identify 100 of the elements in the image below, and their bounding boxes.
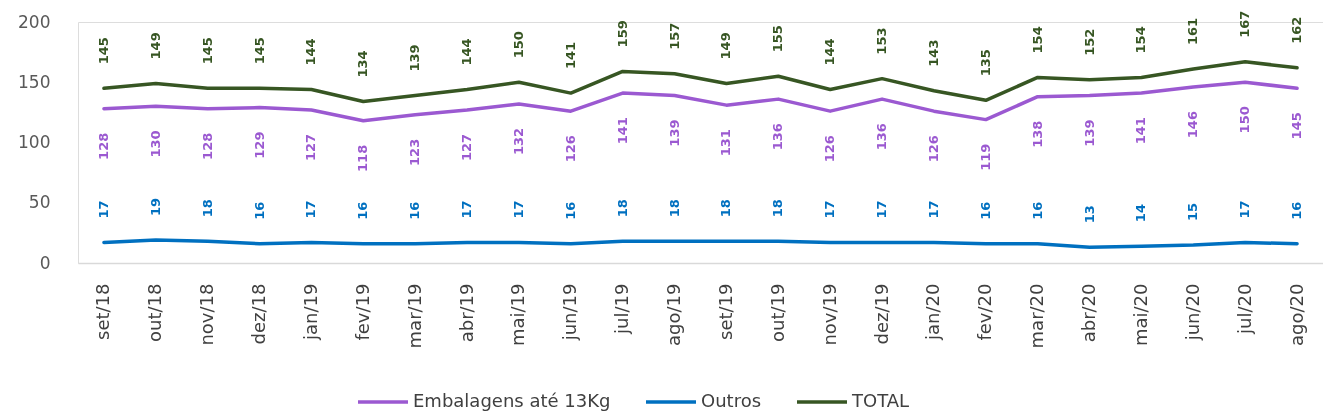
data-label: 153 — [874, 27, 890, 55]
x-tick-label: mai/19 — [507, 283, 529, 347]
y-tick-label: 150 — [18, 71, 51, 92]
data-label: 17 — [459, 200, 475, 219]
data-label: 154 — [1029, 26, 1045, 54]
data-label: 128 — [199, 132, 215, 160]
y-tick-label: 200 — [18, 11, 51, 32]
data-label: 18 — [770, 199, 786, 218]
data-label: 132 — [510, 127, 526, 156]
data-label: 143 — [925, 39, 941, 67]
x-tick-label: set/18 — [92, 283, 114, 340]
data-label: 149 — [147, 32, 163, 60]
data-label: 13 — [1081, 205, 1097, 224]
data-label: 118 — [355, 144, 371, 172]
data-label: 19 — [147, 198, 163, 217]
data-label: 141 — [614, 117, 630, 145]
y-tick-label: 100 — [18, 132, 51, 152]
x-tick-label: mar/20 — [1026, 283, 1048, 349]
x-tick-label: abr/20 — [1078, 283, 1100, 343]
data-label: 145 — [1289, 112, 1305, 140]
data-label: 131 — [718, 129, 734, 157]
data-label: 127 — [459, 133, 475, 162]
data-label: 136 — [770, 123, 786, 151]
data-label: 154 — [1133, 26, 1149, 54]
x-tick-label: jul/20 — [1233, 283, 1255, 335]
data-label: 17 — [822, 200, 838, 219]
data-label: 139 — [1081, 119, 1097, 147]
x-tick-label: dez/18 — [248, 283, 270, 345]
data-label: 155 — [770, 25, 786, 53]
x-tick-label: jan/19 — [299, 283, 321, 341]
data-label: 16 — [1289, 201, 1305, 220]
data-label: 16 — [355, 201, 371, 220]
data-label: 152 — [1081, 28, 1097, 56]
line-series — [102, 238, 1299, 250]
data-label: 17 — [925, 200, 941, 219]
data-label: 130 — [147, 130, 163, 158]
data-label: 14 — [1133, 204, 1149, 223]
data-label: 135 — [977, 49, 993, 77]
data-label: 126 — [822, 135, 838, 163]
x-tick-label: nov/18 — [196, 283, 218, 346]
data-label: 145 — [95, 37, 111, 65]
x-tick-label: out/18 — [144, 283, 166, 342]
data-label: 144 — [303, 38, 319, 66]
x-tick-label: nov/19 — [818, 283, 840, 346]
data-label: 16 — [562, 201, 578, 220]
x-tick-label: out/19 — [766, 283, 788, 342]
data-label: 150 — [1237, 106, 1253, 134]
data-label: 144 — [459, 38, 475, 66]
legend-label: TOTAL — [851, 390, 910, 411]
data-label: 16 — [407, 201, 423, 220]
data-label: 16 — [977, 201, 993, 220]
data-label: 161 — [1185, 17, 1201, 45]
data-label: 126 — [562, 135, 578, 163]
data-label: 18 — [718, 199, 734, 218]
data-label: 128 — [95, 132, 111, 160]
x-tick-label: set/19 — [714, 283, 736, 340]
data-label: 17 — [874, 200, 890, 219]
data-label: 138 — [1029, 120, 1045, 148]
y-tick-label: 0 — [39, 252, 51, 273]
data-label: 159 — [614, 20, 630, 48]
x-tick-label: dez/19 — [870, 283, 892, 345]
x-tick-label: mar/19 — [403, 283, 425, 349]
data-label: 139 — [666, 119, 682, 147]
x-tick-label: fev/20 — [974, 283, 996, 341]
data-label: 136 — [874, 123, 890, 151]
data-label: 141 — [562, 41, 578, 70]
legend-label: Embalagens até 13Kg — [413, 390, 611, 411]
x-tick-label: ago/19 — [663, 283, 685, 346]
y-tick-label: 50 — [28, 192, 51, 213]
data-label: 16 — [1029, 201, 1045, 220]
data-label: 18 — [199, 199, 215, 218]
data-label: 157 — [666, 22, 682, 50]
data-label: 127 — [303, 133, 319, 162]
x-tick-label: jul/19 — [611, 283, 633, 335]
data-label: 167 — [1237, 10, 1253, 38]
x-tick-label: fev/19 — [351, 283, 373, 341]
data-label: 141 — [1133, 117, 1149, 145]
data-label: 149 — [718, 32, 734, 60]
legend-label: Outros — [701, 390, 762, 411]
data-label: 129 — [251, 131, 267, 159]
data-label: 144 — [822, 38, 838, 66]
data-label: 139 — [407, 44, 423, 72]
data-label: 145 — [251, 37, 267, 65]
x-tick-label: abr/19 — [455, 283, 477, 343]
data-label: 17 — [1237, 200, 1253, 219]
data-label: 123 — [407, 138, 423, 166]
data-label: 17 — [303, 200, 319, 219]
data-label: 17 — [510, 200, 526, 219]
data-label: 146 — [1185, 111, 1201, 139]
x-tick-label: jan/20 — [922, 283, 944, 341]
data-label: 17 — [95, 200, 111, 219]
data-label: 119 — [977, 143, 993, 171]
data-label: 150 — [510, 31, 526, 59]
data-label: 134 — [355, 50, 371, 78]
data-label: 18 — [614, 199, 630, 218]
data-label: 16 — [251, 201, 267, 220]
x-tick-label: jun/20 — [1181, 283, 1203, 342]
data-label: 18 — [666, 199, 682, 218]
x-tick-label: jun/19 — [559, 283, 581, 342]
data-label: 145 — [199, 37, 215, 65]
